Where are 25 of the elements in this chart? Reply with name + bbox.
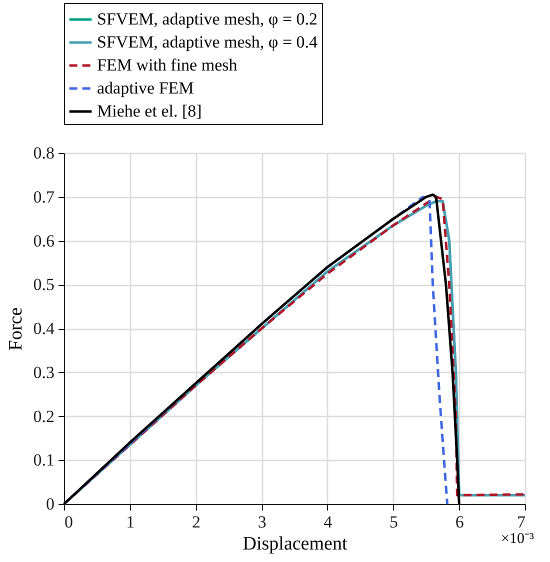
x-tick-label: 4 (324, 512, 333, 532)
y-tick-label: 0.5 (33, 275, 54, 294)
y-axis-title: Force (5, 307, 26, 351)
x-tick-label: 3 (258, 512, 266, 532)
legend-label: adaptive FEM (97, 78, 194, 98)
y-tick-label: 0.8 (33, 144, 54, 162)
y-tick-label: 0.4 (33, 319, 55, 338)
x-tick-label: 2 (192, 512, 200, 532)
legend-label: SFVEM, adaptive mesh, φ = 0.4 (97, 32, 318, 52)
legend-label: FEM with fine mesh (97, 56, 238, 74)
legend-label: SFVEM, adaptive mesh, φ = 0.2 (97, 10, 318, 28)
legend-label: Miehe et el. [8] (97, 102, 202, 120)
y-tick-label: 0.7 (33, 187, 55, 206)
y-tick-label: 0.1 (33, 450, 54, 470)
y-tick-label: 0 (46, 494, 54, 514)
text: ×10⁻³ (501, 531, 534, 547)
y-tick-label: 0.2 (33, 406, 54, 426)
x-tick-label: 0 (64, 512, 73, 532)
y-tick-label: 0.3 (33, 362, 54, 382)
y-tick-label: 0.6 (33, 231, 54, 250)
x-tick-label: 6 (455, 512, 464, 532)
x-tick-label: 7 (517, 512, 526, 532)
x-tick-label: 5 (390, 512, 398, 532)
x-tick-label: 1 (126, 512, 135, 532)
x-axis-title: Displacement (242, 534, 348, 554)
